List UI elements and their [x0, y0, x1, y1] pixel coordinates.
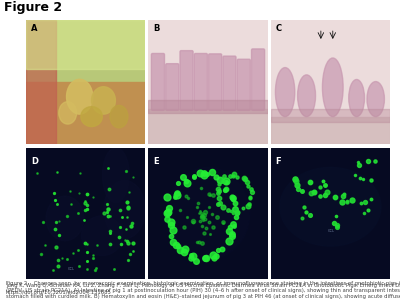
Ellipse shape — [82, 216, 123, 256]
Ellipse shape — [280, 167, 381, 246]
Ellipse shape — [104, 181, 145, 239]
FancyBboxPatch shape — [208, 54, 222, 110]
Bar — [26, 82, 145, 144]
Text: E: E — [153, 157, 159, 166]
Ellipse shape — [102, 148, 129, 203]
Ellipse shape — [322, 58, 343, 117]
Ellipse shape — [110, 105, 128, 128]
FancyBboxPatch shape — [237, 59, 250, 110]
Bar — [271, 117, 390, 144]
Ellipse shape — [166, 167, 250, 259]
FancyBboxPatch shape — [194, 53, 208, 110]
Text: D: D — [31, 157, 38, 166]
FancyBboxPatch shape — [151, 53, 164, 110]
Ellipse shape — [92, 87, 115, 114]
Text: Jung K, Wang Q, Scheuer KA, Lu Z, Zhang F, Saif LJ. Pathology of US Porcine Epid: Jung K, Wang Q, Scheuer KA, Lu Z, Zhang … — [6, 283, 400, 295]
Ellipse shape — [59, 102, 77, 124]
Ellipse shape — [66, 79, 93, 114]
Ellipse shape — [349, 80, 364, 117]
Bar — [26, 20, 145, 69]
Ellipse shape — [81, 106, 102, 127]
FancyBboxPatch shape — [223, 56, 236, 110]
Ellipse shape — [367, 82, 384, 117]
Ellipse shape — [276, 68, 295, 117]
FancyBboxPatch shape — [252, 49, 265, 110]
Text: C: C — [276, 25, 282, 34]
Bar — [271, 109, 390, 122]
Text: CCL: CCL — [68, 267, 75, 271]
Ellipse shape — [298, 75, 316, 117]
Bar — [148, 100, 268, 113]
Text: CCL: CCL — [328, 229, 335, 233]
Text: F: F — [276, 157, 281, 166]
Text: B: B — [153, 25, 160, 34]
Ellipse shape — [46, 196, 84, 241]
FancyBboxPatch shape — [166, 64, 179, 110]
Bar — [148, 109, 268, 144]
Bar — [26, 20, 56, 144]
FancyBboxPatch shape — [180, 51, 193, 110]
Text: Figure 2.   Changes seen, by macroscopic examination, histologic examination, or: Figure 2. Changes seen, by macroscopic e… — [6, 281, 400, 300]
Text: A: A — [31, 25, 37, 34]
Text: Figure 2: Figure 2 — [4, 2, 62, 14]
